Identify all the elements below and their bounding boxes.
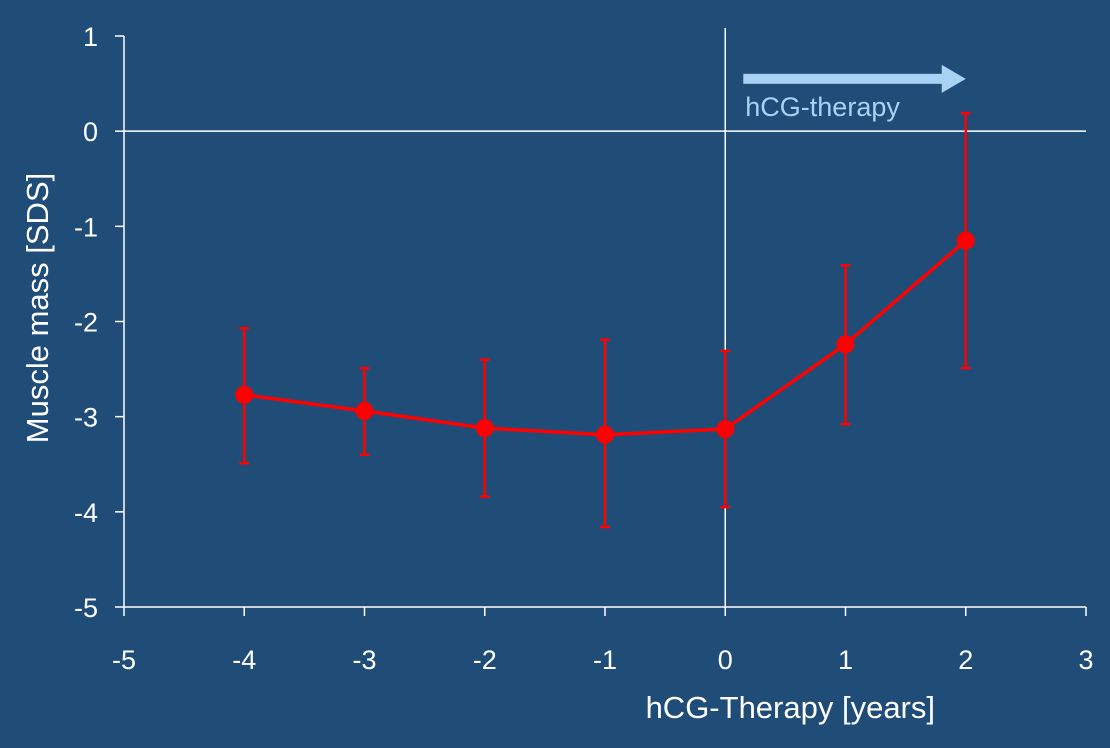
y-tick-label: -2 <box>74 308 98 338</box>
data-point <box>235 385 254 404</box>
y-tick-label: -1 <box>74 212 98 242</box>
data-point <box>956 231 975 250</box>
data-point <box>355 401 374 420</box>
arrow-shaft <box>743 73 944 84</box>
y-tick-label: -4 <box>74 498 98 528</box>
y-axis-title: Muscle mass [SDS] <box>20 173 55 443</box>
y-tick-label: 0 <box>83 117 98 147</box>
x-tick-label: -3 <box>352 645 376 675</box>
x-tick-label: -4 <box>232 645 256 675</box>
x-tick-label: -2 <box>473 645 497 675</box>
series-layer <box>235 111 975 529</box>
annotation-label: hCG-therapy <box>745 92 900 122</box>
x-tick-label: 1 <box>838 645 853 675</box>
reference-lines <box>124 28 1086 607</box>
x-tick-label: 3 <box>1078 645 1093 675</box>
y-tick-label: -5 <box>74 593 98 623</box>
x-tick-label: -5 <box>112 645 136 675</box>
x-tick-label: 0 <box>718 645 733 675</box>
x-axis-title: hCG-Therapy [years] <box>646 690 935 725</box>
data-point <box>836 335 855 354</box>
annotation: hCG-therapy <box>743 64 966 122</box>
x-tick-label: 2 <box>958 645 973 675</box>
data-point <box>596 425 614 444</box>
data-point <box>475 419 494 438</box>
arrow-head <box>941 64 966 93</box>
x-tick-label: -1 <box>593 645 617 675</box>
axes: -5 -4 -3 -2 -1 0 1 -5 -4 -3 -2 -1 0 1 2 3 <box>74 22 1094 675</box>
y-tick-label: -3 <box>74 403 98 433</box>
y-tick-label: 1 <box>83 22 98 52</box>
data-point <box>716 420 735 439</box>
